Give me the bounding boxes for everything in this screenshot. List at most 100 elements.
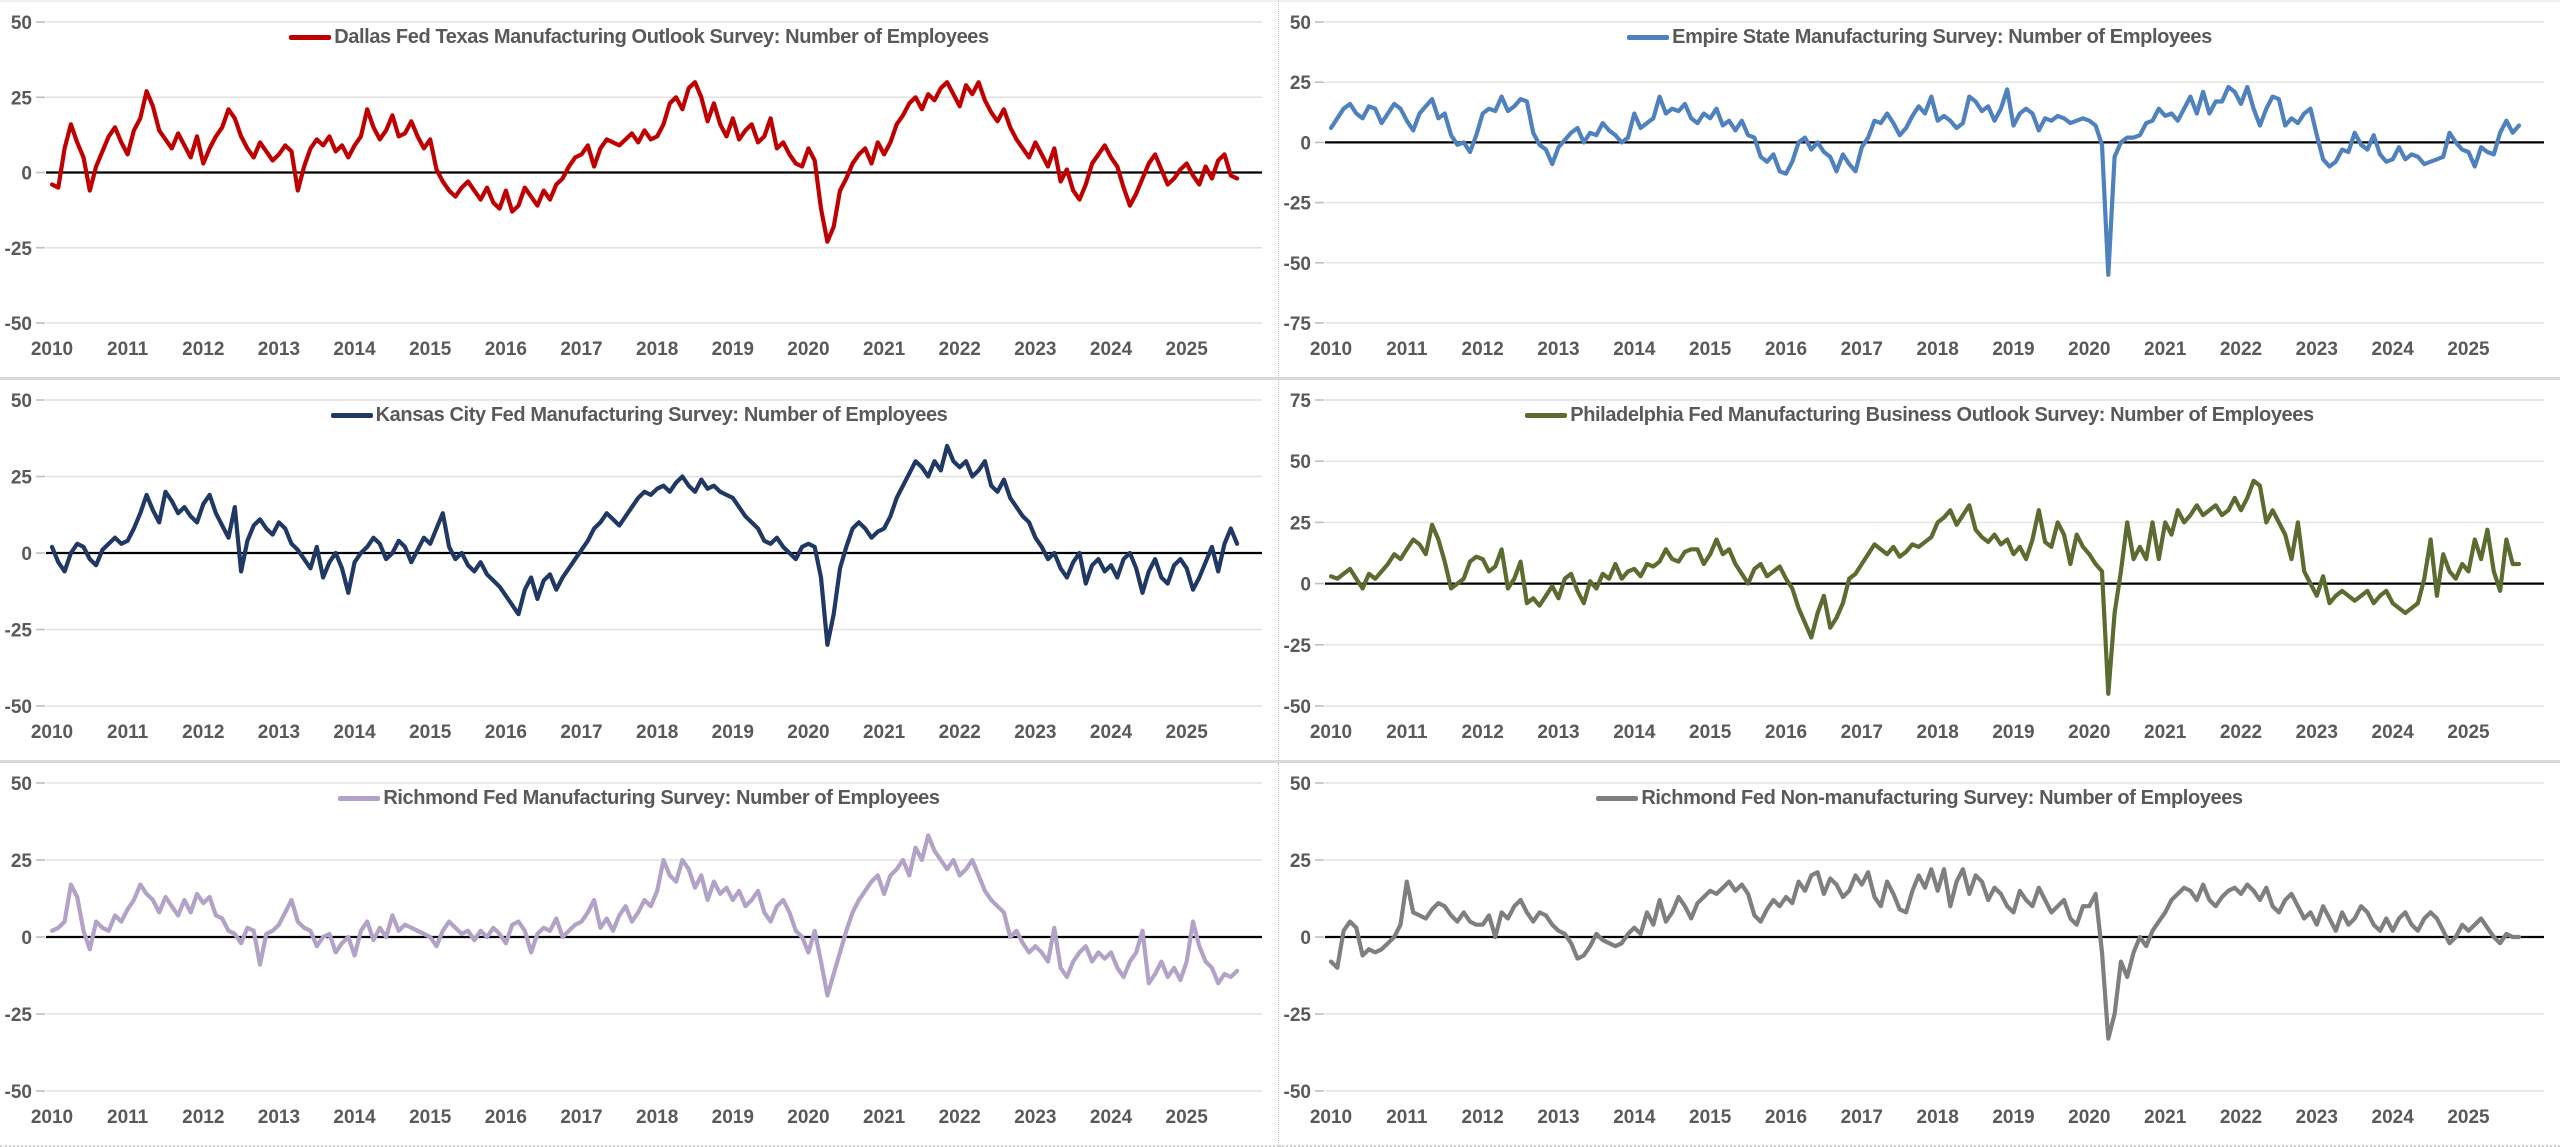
x-year-label: 2025 — [2447, 722, 2490, 743]
chart-panel-empire-state-manufacturing-employees: Empire State Manufacturing Survey: Numbe… — [1279, 0, 2560, 380]
series-line — [1328, 478, 2522, 696]
y-tick-label: 25 — [11, 851, 33, 872]
x-year-label: 2023 — [1014, 722, 1056, 743]
x-year-label: 2018 — [636, 722, 678, 743]
y-tick-label: -25 — [5, 621, 33, 642]
x-year-label: 2017 — [1841, 1107, 1883, 1128]
x-year-label: 2021 — [2144, 722, 2187, 743]
x-year-label: 2025 — [1166, 1107, 1209, 1128]
x-year-label: 2020 — [787, 722, 829, 743]
x-year-label: 2013 — [258, 339, 300, 360]
y-tick-label: -50 — [5, 1082, 32, 1103]
x-year-label: 2025 — [2447, 339, 2490, 360]
x-year-label: 2016 — [1765, 722, 1807, 743]
x-year-label: 2014 — [333, 1107, 376, 1128]
x-year-label: 2015 — [1689, 339, 1732, 360]
y-tick-label: 25 — [1290, 513, 1312, 534]
y-tick-label: -25 — [1284, 636, 1312, 657]
x-year-label: 2020 — [2068, 1107, 2110, 1128]
y-tick-label: -25 — [1284, 1005, 1312, 1026]
x-year-label: 2019 — [712, 722, 754, 743]
x-year-label: 2025 — [2447, 1107, 2490, 1128]
y-tick-label: -25 — [5, 239, 33, 260]
y-tick-label: 50 — [1290, 13, 1311, 34]
x-year-label: 2015 — [409, 339, 452, 360]
x-year-label: 2020 — [787, 339, 829, 360]
x-year-label: 2022 — [2220, 339, 2262, 360]
x-year-label: 2018 — [1917, 339, 1959, 360]
x-year-label: 2011 — [1386, 1107, 1428, 1128]
y-tick-label: 50 — [11, 13, 32, 34]
x-year-label: 2017 — [1841, 722, 1883, 743]
y-tick-label: -50 — [5, 314, 32, 335]
y-tick-label: 50 — [11, 391, 32, 412]
x-year-label: 2022 — [939, 339, 981, 360]
x-year-label: 2014 — [1613, 722, 1656, 743]
y-tick-label: 0 — [1300, 928, 1311, 949]
x-year-label: 2011 — [107, 722, 149, 743]
x-year-label: 2010 — [31, 339, 73, 360]
x-year-label: 2015 — [409, 722, 452, 743]
series-line — [49, 833, 1240, 998]
x-year-label: 2021 — [863, 722, 906, 743]
x-year-label: 2022 — [2220, 722, 2262, 743]
line-chart-dallas: 50 25 0 -25 -50 2010 2011 2012 2013 2014 2015 2016 2… — [5, 13, 1262, 360]
line-chart-richmond-non-manufacturing: 50 25 0 -25 -50 2010 2011 2012 2013 2014 2015 2016 2… — [1284, 774, 2544, 1128]
x-year-label: 2017 — [560, 722, 602, 743]
y-tick-label: -50 — [1284, 1082, 1311, 1103]
series-line — [1328, 867, 2522, 1041]
y-tick-label: -25 — [1284, 194, 1312, 215]
y-tick-label: -50 — [5, 697, 32, 718]
x-year-label: 2020 — [2068, 722, 2110, 743]
y-tick-label: 50 — [1290, 774, 1311, 795]
chart-panel-kansas-city-fed-manufacturing-employees: Kansas City Fed Manufacturing Survey: Nu… — [0, 380, 1279, 763]
y-tick-label: -25 — [5, 1005, 33, 1026]
chart-panel-philadelphia-fed-business-outlook-employees: Philadelphia Fed Manufacturing Business … — [1279, 380, 2560, 763]
x-year-label: 2023 — [1014, 339, 1056, 360]
x-year-label: 2010 — [1310, 722, 1352, 743]
x-year-label: 2020 — [787, 1107, 829, 1128]
x-year-label: 2014 — [333, 722, 376, 743]
x-year-label: 2010 — [31, 722, 73, 743]
y-tick-label: 25 — [11, 88, 33, 109]
x-year-label: 2012 — [182, 339, 224, 360]
x-year-label: 2012 — [1462, 722, 1504, 743]
x-year-label: 2013 — [1537, 1107, 1579, 1128]
x-year-label: 2024 — [2372, 722, 2415, 743]
x-year-label: 2017 — [560, 1107, 602, 1128]
x-year-label: 2014 — [333, 339, 376, 360]
y-tick-label: -75 — [1284, 314, 1312, 335]
x-year-label: 2021 — [863, 1107, 906, 1128]
x-year-label: 2025 — [1166, 722, 1209, 743]
x-year-label: 2019 — [712, 339, 754, 360]
x-year-label: 2023 — [2296, 1107, 2338, 1128]
x-year-label: 2010 — [31, 1107, 73, 1128]
y-tick-label: 0 — [21, 164, 32, 185]
x-year-label: 2018 — [1917, 722, 1959, 743]
x-year-label: 2013 — [1537, 339, 1579, 360]
y-tick-label: -50 — [1284, 254, 1311, 275]
x-year-label: 2018 — [636, 1107, 678, 1128]
x-year-label: 2016 — [485, 722, 527, 743]
x-year-label: 2022 — [939, 722, 981, 743]
y-tick-label: 0 — [1300, 575, 1311, 596]
x-year-label: 2021 — [2144, 339, 2187, 360]
line-chart-richmond-manufacturing: 50 25 0 -25 -50 2010 2011 2012 2013 2014 2015 2016 2… — [5, 774, 1262, 1128]
x-year-label: 2011 — [1386, 339, 1428, 360]
x-year-label: 2024 — [1090, 1107, 1133, 1128]
y-tick-label: 0 — [21, 544, 32, 565]
x-year-label: 2012 — [1462, 339, 1504, 360]
series-line — [1328, 84, 2522, 277]
x-year-label: 2016 — [485, 1107, 527, 1128]
chart-panel-dallas-fed-manufacturing-employees: Dallas Fed Texas Manufacturing Outlook S… — [0, 0, 1279, 380]
x-year-label: 2024 — [2372, 339, 2415, 360]
y-tick-label: 0 — [21, 928, 32, 949]
y-tick-label: 0 — [1300, 133, 1311, 154]
y-tick-label: 25 — [11, 468, 33, 489]
x-year-label: 2012 — [1462, 1107, 1504, 1128]
x-year-label: 2023 — [2296, 339, 2338, 360]
line-chart-philadelphia: 75 50 25 0 -25 -50 2010 2011 2012 2013 2014 2015 201… — [1284, 391, 2544, 743]
x-year-label: 2021 — [863, 339, 906, 360]
x-year-label: 2014 — [1613, 339, 1656, 360]
